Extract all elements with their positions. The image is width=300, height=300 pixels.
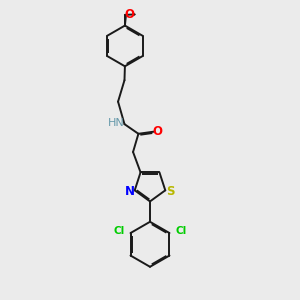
Text: Cl: Cl: [113, 226, 124, 236]
Text: Cl: Cl: [176, 226, 187, 236]
Text: N: N: [125, 185, 135, 198]
Text: O: O: [153, 125, 163, 138]
Text: S: S: [166, 185, 174, 198]
Text: HN: HN: [108, 118, 125, 128]
Text: O: O: [124, 8, 135, 21]
